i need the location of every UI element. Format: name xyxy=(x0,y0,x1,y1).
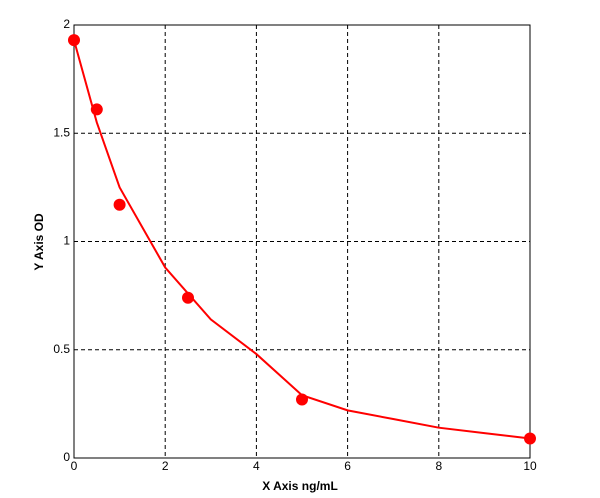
x-tick-label: 4 xyxy=(253,459,260,473)
x-tick-label: 0 xyxy=(71,459,78,473)
y-tick-label: 1 xyxy=(63,234,70,248)
data-point xyxy=(68,34,80,47)
plot-frame xyxy=(73,24,531,459)
data-point xyxy=(113,198,126,211)
x-tick-label: 2 xyxy=(162,459,169,473)
y-tick-label: 0.5 xyxy=(53,342,70,356)
data-point xyxy=(524,432,536,445)
data-point xyxy=(296,393,308,406)
y-axis-title: Y Axis OD xyxy=(32,213,46,271)
data-point xyxy=(90,103,103,116)
x-tick-label: 8 xyxy=(435,459,442,473)
data-point xyxy=(182,291,194,304)
x-axis-title: X Axis ng/mL xyxy=(262,479,338,493)
y-tick-label: 2 xyxy=(63,17,70,31)
fit-curve xyxy=(73,39,531,440)
x-tick-label: 6 xyxy=(344,459,351,473)
y-tick-label: 1.5 xyxy=(53,125,70,139)
x-tick-label: 10 xyxy=(523,459,537,473)
y-tick-label: 0 xyxy=(63,450,70,464)
